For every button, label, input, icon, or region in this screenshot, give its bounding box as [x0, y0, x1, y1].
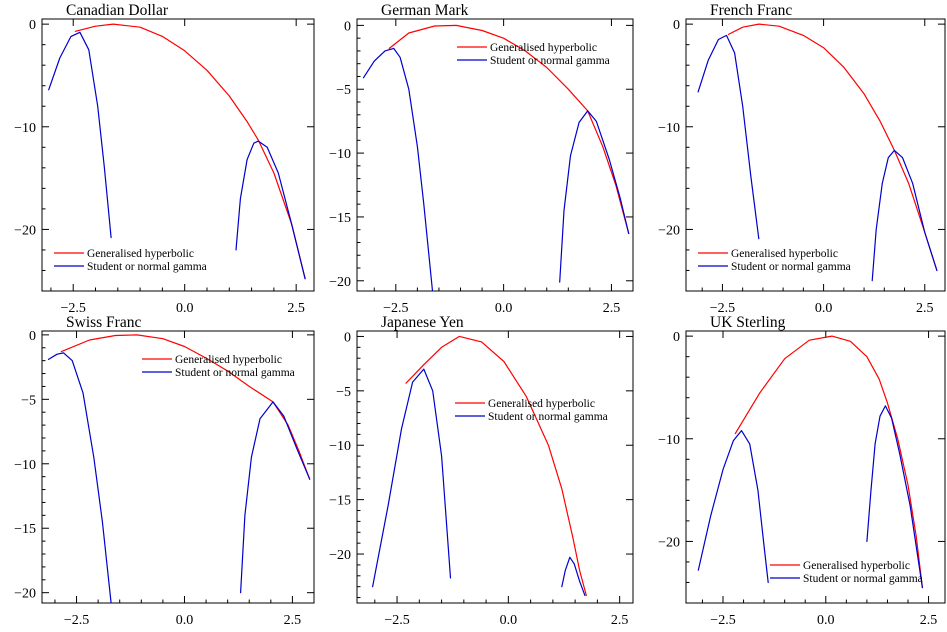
- y-tick-label: −20: [658, 535, 680, 550]
- y-tick-label: 0: [29, 329, 36, 344]
- panel-japanese-yen: −2.5 0.0 2.5 0 −5 −10 −15 −20 Japanese Yen Genera…: [329, 314, 634, 628]
- x-tick-label: 2.5: [916, 301, 934, 316]
- panel-title: Canadian Dollar: [66, 2, 169, 19]
- legend-label: Generalised hyperbolic: [490, 42, 597, 54]
- panel-title: UK Sterling: [710, 314, 786, 331]
- series-line-student-or-normal-gamma: [47, 352, 112, 603]
- x-tick-label: 2.5: [603, 301, 621, 316]
- x-tick-label: 0.0: [817, 613, 835, 628]
- y-tick-label: −10: [658, 121, 680, 136]
- x-tick-label: 0.0: [500, 613, 518, 628]
- y-tick-label: −20: [658, 223, 680, 238]
- axes-frame: [685, 18, 946, 292]
- y-tick-label: −15: [329, 211, 351, 226]
- series-line-generalised-hyperbolic: [734, 335, 923, 589]
- x-tick-label: −2.5: [64, 613, 89, 628]
- x-tick-label: −2.5: [710, 301, 735, 316]
- panel-swiss-franc: −2.5 0.0 2.5 0 −5 −10 −15 −20 Swiss Franc General…: [14, 314, 315, 628]
- series-line-generalised-hyperbolic: [74, 23, 306, 280]
- x-tick-label: −2.5: [384, 613, 409, 628]
- series-line-student-or-normal-gamma: [561, 556, 586, 596]
- y-tick-label: 0: [673, 18, 680, 33]
- series-line-generalised-hyperbolic: [388, 24, 630, 235]
- series-line-student-or-normal-gamma: [372, 368, 452, 588]
- series-line-student-or-normal-gamma: [240, 401, 311, 594]
- y-tick-label: 0: [673, 330, 680, 345]
- legend-label: Student or normal gamma: [488, 411, 608, 423]
- panel-german-mark: −2.5 0.0 2.5 0 −5 −10 −15 −20 German Mark General…: [329, 2, 634, 316]
- y-tick-label: −10: [14, 121, 36, 136]
- panel-title: Japanese Yen: [381, 314, 464, 331]
- panel-uk-sterling: −2.5 0.0 2.5 0 −10 −20 UK Sterling Generalised …: [658, 314, 946, 628]
- x-tick-label: 0.0: [495, 301, 513, 316]
- y-tick-label: −20: [14, 587, 36, 602]
- x-tick-label: 0.0: [176, 613, 194, 628]
- x-tick-label: −2.5: [710, 613, 735, 628]
- legend-label: Student or normal gamma: [490, 55, 610, 67]
- y-tick-label: −10: [329, 147, 351, 162]
- legend-label: Student or normal gamma: [175, 367, 295, 379]
- y-tick-label: −10: [14, 458, 36, 473]
- y-tick-label: −10: [658, 433, 680, 448]
- y-tick-label: 0: [344, 19, 351, 34]
- x-tick-label: 2.5: [284, 613, 302, 628]
- axes-frame: [41, 330, 315, 604]
- y-tick-label: −20: [329, 548, 351, 563]
- legend-label: Generalised hyperbolic: [803, 560, 910, 572]
- series-line-student-or-normal-gamma: [235, 140, 306, 280]
- series-line-student-or-normal-gamma: [871, 149, 938, 282]
- axes-frame: [356, 330, 634, 604]
- series-line-student-or-normal-gamma: [362, 47, 434, 291]
- y-tick-label: 0: [344, 330, 351, 345]
- series-line-student-or-normal-gamma: [697, 430, 769, 584]
- series-line-generalised-hyperbolic: [60, 334, 311, 480]
- legend-label: Generalised hyperbolic: [87, 248, 194, 260]
- y-tick-label: −5: [336, 83, 351, 98]
- series-line-student-or-normal-gamma: [697, 34, 760, 240]
- x-tick-label: 0.0: [176, 301, 194, 316]
- legend-label: Student or normal gamma: [731, 261, 851, 273]
- series-line-student-or-normal-gamma: [48, 31, 112, 239]
- series-line-generalised-hyperbolic: [727, 23, 938, 272]
- x-tick-label: −2.5: [61, 301, 86, 316]
- x-tick-label: 0.0: [815, 301, 833, 316]
- legend-label: Generalised hyperbolic: [731, 248, 838, 260]
- panel-title: Swiss Franc: [66, 314, 141, 331]
- y-tick-label: −10: [329, 439, 351, 454]
- x-tick-label: 2.5: [920, 613, 938, 628]
- y-tick-label: 0: [29, 18, 36, 33]
- panel-canadian-dollar: −2.5 0.0 2.5 0 −10 −20 Canadian Dollar Generali…: [14, 2, 315, 316]
- panel-title: German Mark: [381, 2, 469, 19]
- axes-frame: [356, 18, 634, 292]
- axes-frame: [685, 330, 946, 604]
- panel-french-franc: −2.5 0.0 2.5 0 −10 −20 French Franc Generalised…: [658, 2, 946, 316]
- x-tick-label: 2.5: [287, 301, 305, 316]
- legend-label: Generalised hyperbolic: [488, 398, 595, 410]
- axes-frame: [41, 18, 315, 292]
- y-tick-label: −15: [329, 494, 351, 509]
- legend-label: Student or normal gamma: [803, 573, 923, 585]
- y-tick-label: −5: [21, 393, 36, 408]
- panel-title: French Franc: [710, 2, 792, 19]
- series-line-student-or-normal-gamma: [559, 110, 630, 283]
- y-tick-label: −20: [14, 223, 36, 238]
- y-tick-label: −5: [336, 385, 351, 400]
- y-tick-label: −15: [14, 522, 36, 537]
- legend-label: Generalised hyperbolic: [175, 354, 282, 366]
- x-tick-label: −2.5: [383, 301, 408, 316]
- x-tick-label: 2.5: [611, 613, 629, 628]
- legend-label: Student or normal gamma: [87, 261, 207, 273]
- series-line-generalised-hyperbolic: [405, 335, 587, 596]
- series-line-student-or-normal-gamma: [866, 405, 923, 589]
- y-tick-label: −20: [329, 275, 351, 290]
